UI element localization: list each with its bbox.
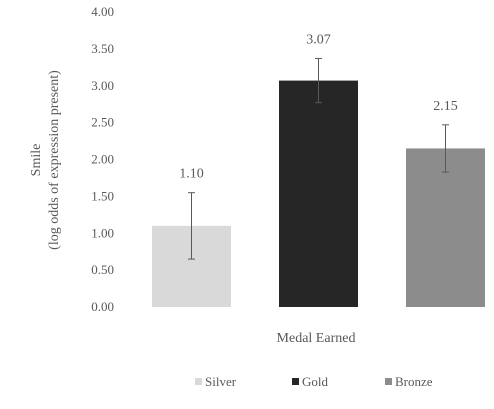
y-tick-label: 3.50 — [91, 41, 114, 56]
legend-swatch-silver — [195, 378, 202, 385]
error-bar-silver — [188, 192, 195, 260]
y-tick-label: 3.00 — [91, 78, 114, 93]
bar-bronze — [406, 148, 485, 307]
x-axis-title: Medal Earned — [277, 331, 356, 346]
error-bar-gold — [315, 57, 322, 104]
legend-label-silver: Silver — [205, 374, 237, 389]
data-label-bronze: 2.15 — [433, 99, 458, 114]
data-label-gold: 3.07 — [306, 32, 331, 47]
bar-gold — [279, 80, 358, 308]
y-tick-label: 2.50 — [91, 115, 114, 130]
legend-swatch-bronze — [385, 378, 392, 385]
error-bar-bronze — [442, 124, 449, 173]
legend-swatch-gold — [292, 378, 299, 385]
y-tick-label: 0.50 — [91, 262, 114, 277]
legend-label-gold: Gold — [302, 374, 329, 389]
y-tick-label: 1.50 — [91, 188, 114, 203]
y-axis: 0.00 0.50 1.00 1.50 2.00 2.50 3.00 3.50 4.00 — [91, 4, 114, 314]
bars: 1.10 3.07 2.15 — [152, 32, 485, 308]
legend-label-bronze: Bronze — [395, 374, 433, 389]
legend: Silver Gold Bronze — [195, 374, 433, 389]
y-tick-label: 0.00 — [91, 299, 114, 314]
y-axis-title-line-1: Smile — [29, 144, 44, 177]
y-tick-label: 4.00 — [91, 4, 114, 19]
y-tick-label: 1.00 — [91, 225, 114, 240]
y-axis-title-line-2: (log odds of expression present) — [47, 70, 62, 250]
y-axis-title: Smile (log odds of expression present) — [29, 70, 62, 250]
y-tick-label: 2.00 — [91, 152, 114, 167]
data-label-silver: 1.10 — [179, 167, 204, 182]
